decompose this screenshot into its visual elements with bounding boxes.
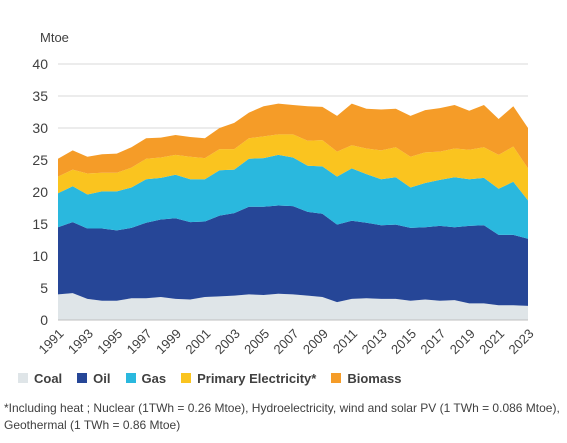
x-tick-label: 1997	[124, 326, 155, 357]
area-gas	[58, 154, 528, 239]
area-coal	[58, 293, 528, 320]
legend-swatch	[77, 373, 88, 383]
x-tick-label: 2009	[300, 326, 331, 357]
y-tick-label: 10	[32, 248, 48, 264]
y-tick-label: 0	[40, 312, 48, 328]
legend-label: Coal	[34, 370, 63, 386]
legend-item-coal: Coal	[18, 371, 62, 386]
x-tick-label: 2023	[505, 326, 536, 357]
y-tick-label: 40	[32, 56, 48, 72]
legend-item-gas: Gas	[125, 370, 167, 386]
legend-label: Biomass	[347, 370, 402, 386]
legend-item-primary-electricity: Primary Electricity*	[181, 371, 316, 386]
y-tick-label: 15	[32, 216, 48, 232]
x-tick-label: 2001	[182, 326, 213, 357]
x-tick-label: 2003	[212, 326, 243, 357]
legend-label: Gas	[141, 370, 167, 386]
footnote: *Including heat ; Nuclear (1TWh = 0.26 M…	[4, 401, 560, 432]
x-tick-label: 1993	[65, 326, 96, 357]
x-tick-label: 2013	[359, 326, 390, 357]
legend-swatch	[181, 373, 192, 383]
legend-item-biomass: Biomass	[331, 370, 402, 386]
y-tick-label: 5	[40, 280, 48, 296]
legend-swatch	[331, 373, 342, 383]
legend-swatch	[125, 373, 136, 383]
legend-item-oil: Oil	[77, 370, 111, 386]
y-tick-label: 30	[32, 120, 48, 136]
y-tick-label: 25	[32, 152, 48, 168]
area-oil	[58, 205, 528, 306]
y-tick-label: 20	[32, 184, 48, 200]
x-tick-label: 2019	[447, 326, 478, 357]
area-primary-electricity	[58, 134, 528, 201]
x-tick-label: 2011	[330, 326, 360, 356]
area-biomass	[58, 103, 528, 177]
y-axis-label: Mtoe	[40, 30, 69, 45]
x-tick-label: 2017	[417, 326, 448, 357]
x-tick-label: 1991	[35, 326, 66, 357]
x-tick-label: 2015	[388, 326, 419, 357]
chart-plot: 0 5 10 15 20 25 30 35 40 199119931995199719992001…	[32, 56, 536, 357]
x-tick-label: 2007	[270, 326, 301, 357]
legend-label: Primary Electricity*	[197, 370, 317, 386]
x-tick-label: 2021	[476, 326, 507, 357]
x-tick-label: 1999	[153, 326, 184, 357]
x-tick-label: 1995	[94, 326, 125, 357]
y-tick-label: 35	[32, 88, 48, 104]
x-tick-label: 2005	[241, 326, 272, 357]
legend: Coal Oil Gas Primary Electricity* Biomass	[18, 368, 567, 388]
legend-swatch	[18, 373, 28, 383]
legend-label: Oil	[93, 370, 111, 386]
